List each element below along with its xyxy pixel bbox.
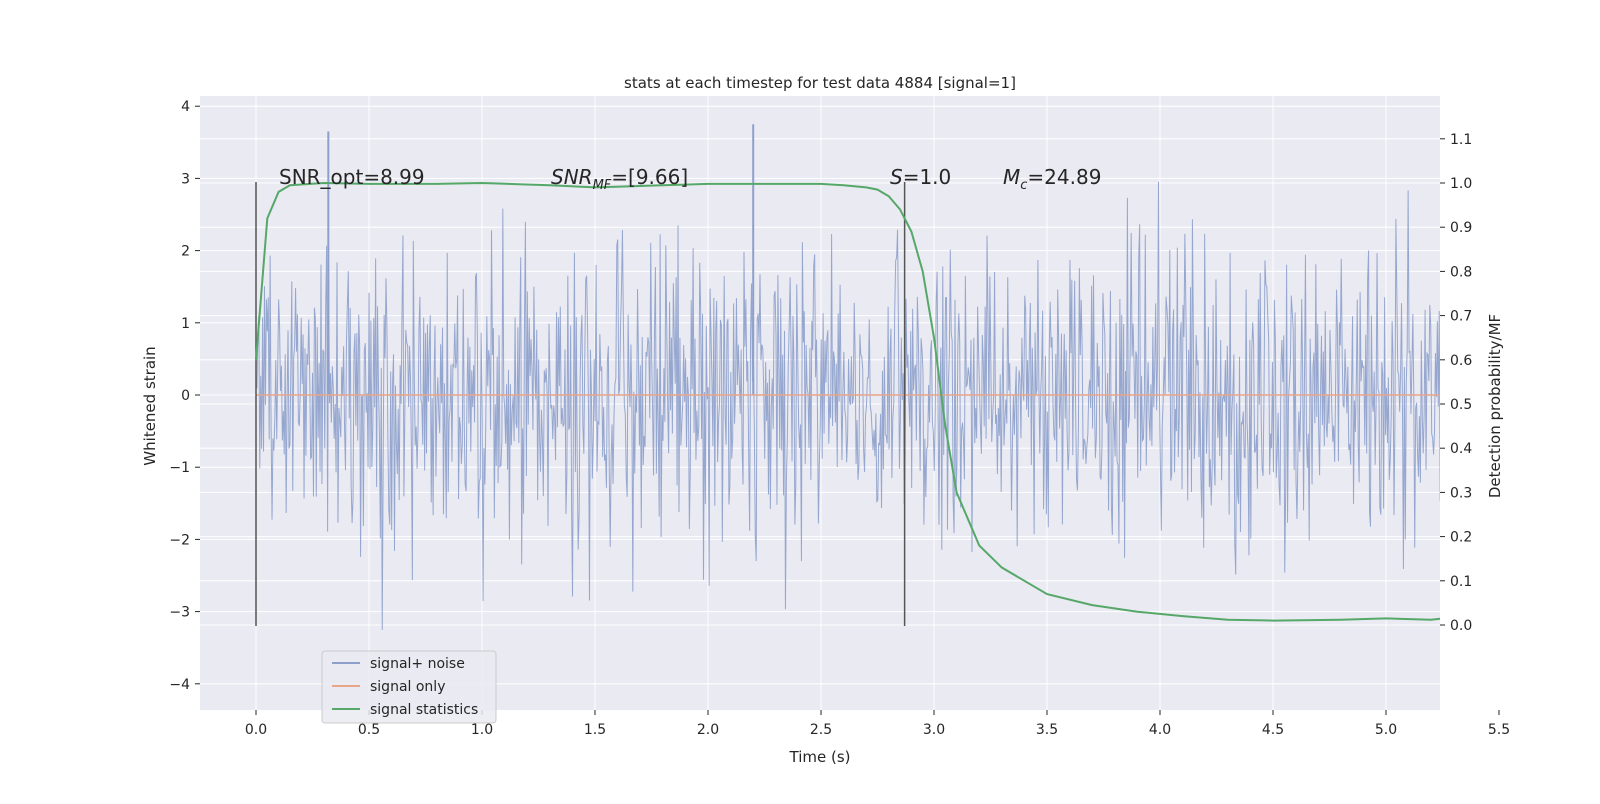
x-tick-label: 2.0 bbox=[697, 722, 719, 738]
x-tick-label: 1.5 bbox=[584, 722, 606, 738]
y-right-tick-label: 0.5 bbox=[1450, 397, 1472, 413]
annotation-mc-main: M bbox=[1003, 165, 1020, 189]
y-right-axis-ticks: 0.0 0.1 0.2 0.3 0.4 0.5 0.6 0.7 0.8 0.9 1.0 1.1 bbox=[1440, 132, 1472, 634]
x-tick-label: 3.5 bbox=[1036, 722, 1058, 738]
legend-label-signal-noise: signal+ noise bbox=[370, 656, 465, 672]
y-right-tick-label: 0.1 bbox=[1450, 574, 1472, 590]
x-tick-label: 3.0 bbox=[923, 722, 945, 738]
x-tick-label: 4.0 bbox=[1149, 722, 1171, 738]
y-tick-label: −4 bbox=[169, 677, 190, 693]
y-right-tick-label: 0.8 bbox=[1450, 264, 1472, 280]
annotation-mc: Mc=24.89 bbox=[1003, 165, 1101, 193]
y-right-tick-label: 1.0 bbox=[1450, 176, 1472, 192]
y-right-tick-label: 0.7 bbox=[1450, 309, 1472, 325]
annotation-snr-mf-value: =[9.66] bbox=[611, 165, 688, 189]
signal-only-series bbox=[256, 394, 1440, 396]
legend-box bbox=[321, 650, 497, 724]
signal-noise-line bbox=[255, 181, 1440, 631]
y-axis-ticks: 4 3 2 1 0 −1 −2 −3 −4 bbox=[169, 99, 200, 693]
y-right-tick-label: 0.9 bbox=[1450, 220, 1472, 236]
signal-noise-series bbox=[255, 124, 1440, 631]
annotation-snr-mf: SNRMF=[9.66] bbox=[551, 165, 688, 193]
y-tick-label: −3 bbox=[169, 605, 190, 621]
annotation-mc-value: =24.89 bbox=[1027, 165, 1101, 189]
x-axis-ticks: 0.00.51.01.52.02.53.03.54.04.55.05.56.06… bbox=[245, 710, 1510, 738]
y-right-tick-label: 0.0 bbox=[1450, 618, 1472, 634]
signal-statistics-series bbox=[255, 181, 1440, 622]
y-tick-label: 3 bbox=[181, 171, 190, 187]
annotation-s: S=1.0 bbox=[890, 165, 951, 189]
x-tick-label: 5.5 bbox=[1488, 722, 1510, 738]
x-tick-label: 0.5 bbox=[358, 722, 380, 738]
x-tick-label: 2.5 bbox=[810, 722, 832, 738]
y-right-tick-label: 0.4 bbox=[1450, 441, 1472, 457]
signal-statistics-line bbox=[255, 181, 1440, 622]
annotation-snr-mf-sub: MF bbox=[593, 178, 612, 193]
annotation-s-main: S bbox=[890, 165, 903, 189]
y-tick-label: 4 bbox=[181, 99, 190, 115]
y-tick-label: 2 bbox=[181, 244, 190, 260]
plot-background bbox=[200, 96, 1440, 710]
y-tick-label: 1 bbox=[181, 316, 190, 332]
legend: signal+ noise signal only signal statist… bbox=[321, 650, 497, 724]
x-tick-label: 5.0 bbox=[1375, 722, 1397, 738]
annotation-snr-mf-main: SNR bbox=[551, 165, 593, 189]
y-right-tick-label: 0.3 bbox=[1450, 485, 1472, 501]
y-tick-label: −1 bbox=[169, 460, 190, 476]
chart-title: stats at each timestep for test data 488… bbox=[624, 74, 1016, 92]
vertical-markers bbox=[255, 182, 906, 627]
annotation-s-value: =1.0 bbox=[903, 165, 952, 189]
legend-label-signal-only: signal only bbox=[370, 679, 445, 695]
y-right-axis-label: Detection probability/MF bbox=[1486, 314, 1504, 498]
y-tick-label: −2 bbox=[169, 532, 190, 548]
y-right-tick-label: 0.2 bbox=[1450, 530, 1472, 546]
annotation-mc-sub: c bbox=[1020, 178, 1027, 193]
legend-label-signal-statistics: signal statistics bbox=[370, 702, 478, 718]
x-tick-label: 1.0 bbox=[471, 722, 493, 738]
y-right-tick-label: 1.1 bbox=[1450, 132, 1472, 148]
annotation-snr-opt: SNR_opt=8.99 bbox=[279, 165, 425, 189]
x-axis-label: Time (s) bbox=[789, 748, 851, 766]
y-axis-label: Whitened strain bbox=[141, 346, 159, 465]
x-tick-label: 4.5 bbox=[1262, 722, 1284, 738]
y-right-tick-label: 0.6 bbox=[1450, 353, 1472, 369]
y-tick-label: 0 bbox=[181, 388, 190, 404]
x-tick-label: 0.0 bbox=[245, 722, 267, 738]
